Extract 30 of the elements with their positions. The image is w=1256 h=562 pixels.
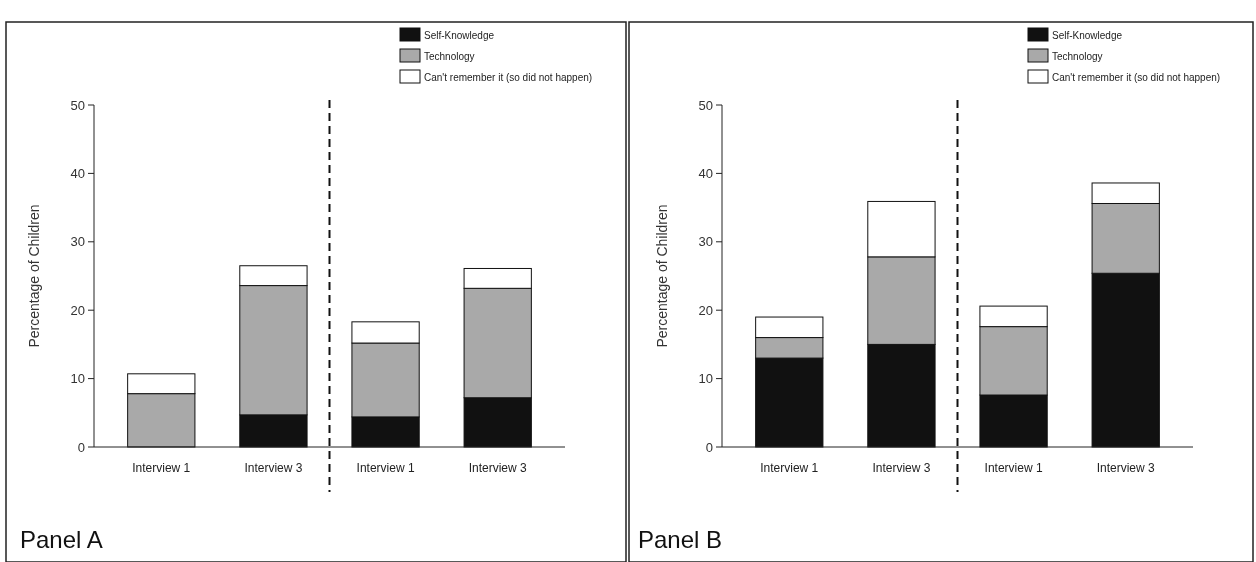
x-tick-label: Interview 3 — [1096, 461, 1156, 475]
legend-label: Self-Knowledge — [424, 29, 495, 41]
y-tick-label: 10 — [698, 371, 713, 387]
legend-label: Can't remember it (so did not happen) — [1052, 71, 1221, 83]
y-tick-label: 50 — [698, 97, 713, 113]
y-tick-label: 10 — [70, 371, 85, 387]
x-tick-label: Interview 3 — [468, 461, 528, 475]
y-tick-label: 40 — [698, 165, 713, 181]
y-axis-title: Percentage of Children — [654, 204, 670, 348]
x-tick-label: Interview 1 — [760, 461, 819, 475]
legend-label: Can't remember it (so did not happen) — [424, 71, 593, 83]
x-tick-label: Interview 1 — [132, 461, 191, 475]
y-tick-label: 30 — [698, 234, 713, 250]
legend-label: Technology — [424, 50, 475, 62]
legend-label: Self-Knowledge — [1052, 29, 1123, 41]
legend-label: Technology — [1052, 50, 1103, 62]
y-tick-label: 20 — [70, 302, 85, 318]
x-tick-label: Interview 3 — [244, 461, 303, 475]
text: Panel A — [20, 526, 103, 553]
y-tick-label: 50 — [70, 97, 85, 113]
y-tick-label: 30 — [70, 234, 85, 250]
x-tick-label: Interview 1 — [356, 461, 415, 475]
y-tick-label: 0 — [705, 439, 713, 455]
y-axis-title: Percentage of Children — [26, 204, 42, 348]
y-tick-label: 20 — [698, 302, 713, 318]
y-tick-label: 0 — [77, 439, 85, 455]
x-tick-label: Interview 1 — [984, 461, 1043, 475]
y-tick-label: 40 — [70, 165, 85, 181]
x-tick-label: Interview 3 — [872, 461, 931, 475]
text: Panel B — [638, 526, 723, 553]
